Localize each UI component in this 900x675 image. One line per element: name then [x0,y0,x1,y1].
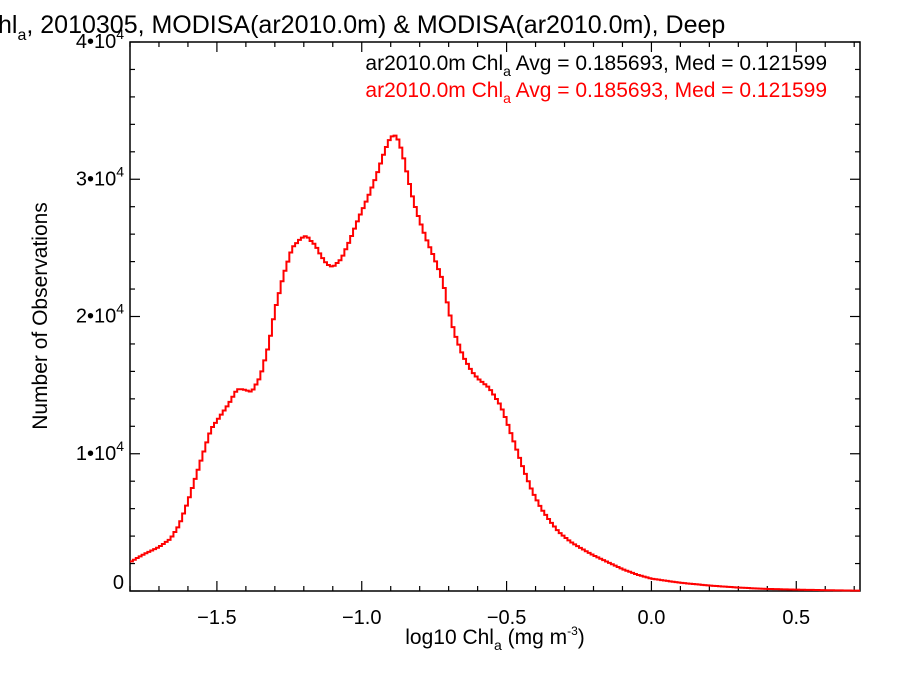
x-axis-label: log10 Chla (mg m-3) [405,624,585,653]
legend-entry: ar2010.0m Chla Avg = 0.185693, Med = 0.1… [365,52,827,79]
y-tick-label: 3•104 [76,163,124,190]
series-layer [130,134,860,592]
y-axis: 0 1•104 2•104 3•104 4•104 [76,26,860,594]
legend-entry: ar2010.0m Chla Avg = 0.185693, Med = 0.1… [365,79,827,106]
y-tick-label: 2•104 [76,301,124,328]
histogram-series-line [130,134,860,592]
x-tick-label: −1.0 [342,607,381,629]
x-axis: −1.5 −1.0 −0.5 0.0 0.5 [129,42,855,629]
y-axis-label: Number of Observations [29,202,52,430]
y-tick-label: 4•104 [76,26,124,53]
x-tick-label: 0.0 [638,607,666,629]
y-tick-label: 1•104 [76,438,124,465]
x-tick-label: −1.5 [197,607,236,629]
x-tick-label: 0.5 [782,607,810,629]
legend: ar2010.0m Chla Avg = 0.185693, Med = 0.1… [365,52,827,106]
y-tick-label: 0 [113,572,124,594]
x-tick-label: −0.5 [487,607,526,629]
chart-title: hla, 2010305, MODISA(ar2010.0m) & MODISA… [0,11,725,44]
